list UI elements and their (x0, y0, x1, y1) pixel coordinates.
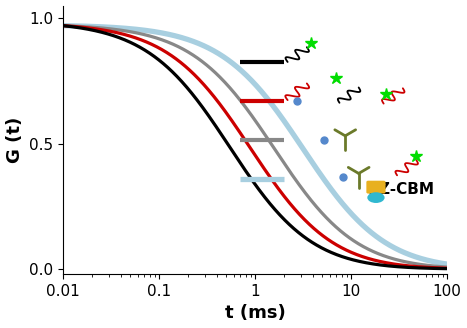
Text: ZZ-CBM: ZZ-CBM (368, 182, 434, 197)
Point (229, 69, 235, 73)
Point (220, 105, 226, 109)
Point (229, 142, 235, 146)
Point (220, 69, 226, 73)
Ellipse shape (368, 192, 385, 203)
Point (220, 142, 226, 146)
Y-axis label: G (t): G (t) (6, 117, 23, 163)
Point (229, 105, 235, 109)
X-axis label: t (ms): t (ms) (225, 304, 285, 322)
Point (220, 178, 226, 182)
Point (229, 178, 235, 182)
FancyBboxPatch shape (366, 181, 386, 194)
